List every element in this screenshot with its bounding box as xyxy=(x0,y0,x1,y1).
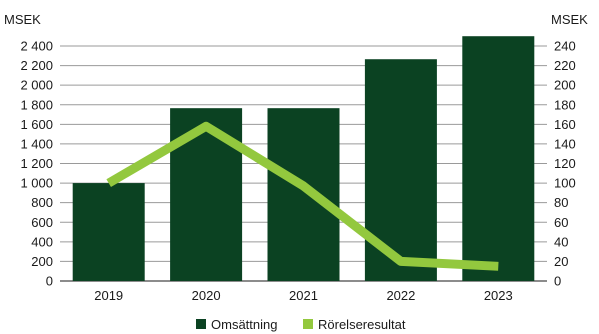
left-axis-unit: MSEK xyxy=(4,12,41,27)
left-tick-label: 2 400 xyxy=(20,39,53,54)
left-tick-label: 0 xyxy=(46,274,53,289)
left-tick-label: 200 xyxy=(31,254,53,269)
bar-2020 xyxy=(170,108,243,281)
legend-label-omsattning: Omsättning xyxy=(211,317,277,332)
bar-2022 xyxy=(364,59,437,281)
bar-2021 xyxy=(267,108,340,281)
legend-label-rorelseresultat: Rörelseresultat xyxy=(318,317,406,332)
legend-swatch-rorelseresultat xyxy=(303,319,313,329)
legend-swatch-omsattning xyxy=(196,319,206,329)
right-tick-label: 200 xyxy=(554,78,576,93)
right-tick-label: 20 xyxy=(554,254,568,269)
left-tick-label: 2 200 xyxy=(20,58,53,73)
left-tick-label: 2 000 xyxy=(20,78,53,93)
right-tick-label: 60 xyxy=(554,215,568,230)
x-tick-label: 2021 xyxy=(289,288,318,303)
left-tick-label: 400 xyxy=(31,234,53,249)
x-tick-label: 2020 xyxy=(192,288,221,303)
left-tick-label: 1 000 xyxy=(20,176,53,191)
right-tick-label: 40 xyxy=(554,234,568,249)
line-series xyxy=(106,121,499,271)
right-tick-label: 180 xyxy=(554,97,576,112)
bar-2023 xyxy=(462,36,535,282)
left-tick-label: 800 xyxy=(31,195,53,210)
right-tick-label: 220 xyxy=(554,58,576,73)
right-tick-label: 240 xyxy=(554,39,576,54)
left-tick-label: 1 200 xyxy=(20,156,53,171)
x-tick-label: 2023 xyxy=(484,288,513,303)
right-tick-label: 140 xyxy=(554,136,576,151)
right-axis: 0 20 40 60 80 100 120 140 160 180 200 220 240 xyxy=(554,39,576,289)
x-tick-label: 2022 xyxy=(386,288,415,303)
right-tick-label: 160 xyxy=(554,117,576,132)
left-tick-label: 1 600 xyxy=(20,117,53,132)
right-tick-label: 80 xyxy=(554,195,568,210)
x-tick-label: 2019 xyxy=(94,288,123,303)
bar-2019 xyxy=(72,183,145,281)
right-tick-label: 100 xyxy=(554,176,576,191)
left-axis: 0 200 400 600 800 1 000 1 200 1 400 1 600 1 800 2 … xyxy=(20,39,53,289)
left-tick-label: 1 400 xyxy=(20,136,53,151)
x-axis: 2019 2020 2021 2022 2023 xyxy=(94,288,513,303)
left-tick-label: 600 xyxy=(31,215,53,230)
right-tick-label: 0 xyxy=(554,274,561,289)
legend: Omsättning Rörelseresultat xyxy=(196,317,406,332)
right-tick-label: 120 xyxy=(554,156,576,171)
right-axis-unit: MSEK xyxy=(551,12,588,27)
left-tick-label: 1 800 xyxy=(20,97,53,112)
